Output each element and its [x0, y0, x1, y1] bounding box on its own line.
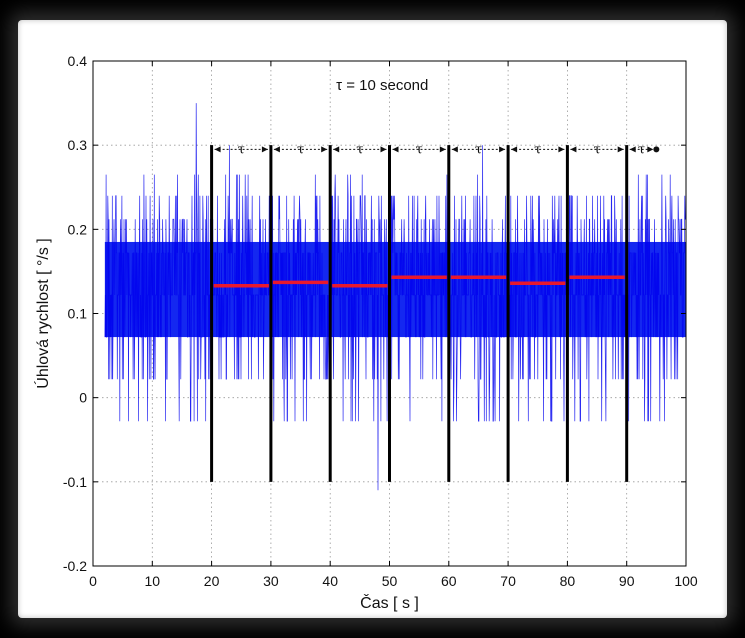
segment-means [213, 275, 625, 288]
tau-arrow-tail [214, 146, 221, 153]
tau-arrow-tail [629, 146, 636, 153]
tau-label: τ [534, 142, 541, 157]
x-tick-label: 50 [382, 573, 398, 589]
tau-arrow-tail [333, 146, 340, 153]
x-tick-label: 80 [560, 573, 576, 589]
y-tick-label: -0.1 [63, 474, 87, 490]
tau-arrow-head [321, 146, 328, 153]
x-axis-label: Čas [ s ] [360, 593, 419, 612]
tau-arrow-end-dot [653, 146, 660, 153]
tau-label: τ [593, 142, 600, 157]
tau-arrow-tail [392, 146, 399, 153]
tau-arrow-head [261, 146, 268, 153]
tau-annotation: τ = 10 second [336, 77, 428, 94]
x-tick-label: 40 [322, 573, 338, 589]
y-tick-label: -0.2 [63, 558, 87, 574]
tau-label: τ [356, 142, 363, 157]
y-tick-label: 0.1 [68, 306, 88, 322]
tau-label: τ [416, 142, 423, 157]
tau-arrow-head [439, 146, 446, 153]
y-tick-label: 0.3 [68, 137, 88, 153]
axis-ticks: 0 10 20 30 40 50 60 70 80 90 100 -0.2 -0.1 0 0.1 0.2 0.3… [63, 53, 698, 589]
tau-arrow-head [380, 146, 387, 153]
signal-line [104, 103, 686, 491]
tau-label: τ [638, 142, 645, 157]
x-tick-label: 100 [674, 573, 698, 589]
y-tick-label: 0 [79, 390, 87, 406]
tau-arrow-head [499, 146, 506, 153]
y-tick-label: 0.2 [68, 221, 88, 237]
tau-arrow-head [617, 146, 624, 153]
x-tick-label: 10 [145, 573, 161, 589]
tau-arrow-head [647, 146, 654, 153]
y-tick-label: 0.4 [68, 53, 88, 69]
x-tick-label: 90 [619, 573, 635, 589]
tau-label: τ [238, 142, 245, 157]
tau-arrow-tail [570, 146, 577, 153]
y-axis-label: Úhlová rychlost [ °/s ] [33, 238, 52, 388]
tau-label: τ [475, 142, 482, 157]
segment-boundaries [210, 145, 629, 482]
tau-arrow-head [558, 146, 565, 153]
x-tick-label: 60 [441, 573, 457, 589]
signal-series [104, 103, 687, 491]
tau-arrow-tail [273, 146, 280, 153]
x-tick-label: 0 [89, 573, 97, 589]
x-tick-label: 30 [263, 573, 279, 589]
tau-arrow-tail [511, 146, 518, 153]
x-tick-label: 20 [204, 573, 220, 589]
tau-arrow-tail [451, 146, 458, 153]
x-tick-label: 70 [500, 573, 516, 589]
tau-label: τ [297, 142, 304, 157]
